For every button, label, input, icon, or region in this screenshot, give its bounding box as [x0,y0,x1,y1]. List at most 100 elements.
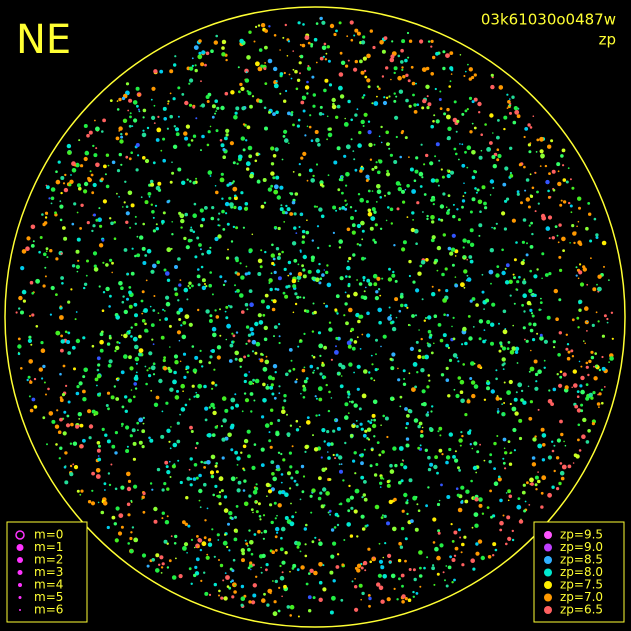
star [272,176,276,180]
star [286,605,291,609]
star [375,201,378,203]
star [317,246,320,250]
star [409,324,411,327]
star [29,280,34,285]
star [367,85,371,89]
star [585,383,589,386]
star [124,180,127,183]
star [252,593,257,598]
star [448,358,453,362]
star [225,58,228,62]
star [340,178,344,182]
star [225,338,228,341]
star [370,354,373,357]
star [289,212,294,216]
star [390,366,395,371]
star [590,257,592,260]
star [511,406,517,412]
star [55,443,58,446]
magnitude-symbol [15,530,25,540]
star [461,499,464,503]
star [193,202,197,206]
star [360,566,364,570]
star [173,63,177,67]
star [151,115,156,120]
star [457,376,462,380]
star [447,394,451,398]
star [230,448,234,452]
star [257,502,261,506]
star [310,511,313,514]
star [214,484,218,488]
star [540,213,546,219]
star [148,436,151,440]
star [312,596,316,600]
star [431,285,434,288]
star [341,206,346,210]
star [59,200,62,203]
star [537,471,539,473]
star [149,482,153,485]
star [168,324,172,328]
star [575,266,578,269]
star [216,355,221,360]
star [57,430,62,435]
star [360,119,365,125]
star [275,247,280,251]
star [523,310,526,313]
star [244,272,248,276]
star [366,278,371,283]
star [217,218,220,221]
star [503,227,507,231]
star [328,509,332,513]
star [355,425,359,428]
star [318,414,321,417]
star [356,387,360,391]
star [255,61,260,67]
star [441,272,445,277]
zp-label: zp=7.0 [560,590,603,604]
star [511,529,514,533]
star [319,277,323,281]
star [418,550,423,555]
star [77,412,83,417]
star [331,97,336,103]
star [451,558,456,562]
star [145,382,148,386]
star [180,218,185,224]
star [534,372,539,377]
star [235,530,238,533]
star [195,557,200,562]
star [364,75,368,79]
star [108,359,113,364]
star [172,144,178,149]
star [161,410,164,413]
star [546,315,551,320]
star [380,424,382,427]
star [585,365,589,369]
star [150,389,153,392]
star [290,192,294,196]
star [306,92,309,95]
star [571,186,575,190]
star [442,233,446,237]
star [232,186,238,192]
star [455,130,458,133]
star [290,113,294,117]
star [301,368,306,373]
star [464,413,468,417]
star [107,472,111,475]
star [104,489,106,491]
star [143,308,149,313]
star [401,66,404,69]
star [246,167,250,171]
star [297,118,301,122]
star [59,398,64,403]
star [297,280,300,282]
star [104,433,108,437]
star [271,261,275,266]
star [137,108,140,111]
star [199,105,202,107]
star [432,55,436,60]
star [361,229,365,233]
